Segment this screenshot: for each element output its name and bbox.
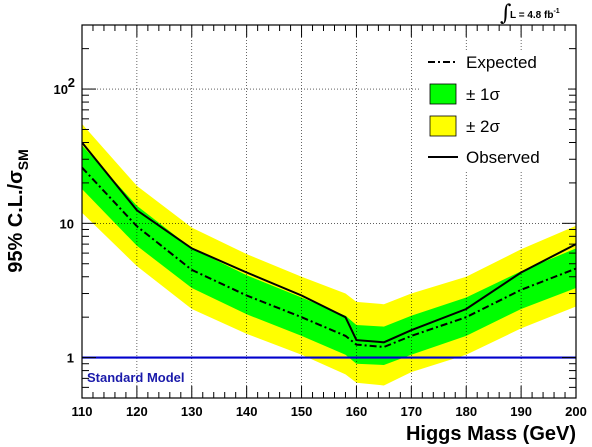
luminosity-value: L = 4.8 fb bbox=[510, 10, 553, 21]
plot-frame bbox=[81, 24, 577, 399]
y-tick-label: 1 bbox=[67, 351, 74, 366]
band-1sigma bbox=[82, 145, 576, 365]
lines-layer bbox=[82, 141, 576, 359]
luminosity-text: L = 4.8 fb-1 bbox=[510, 8, 560, 21]
expected-line bbox=[82, 166, 576, 349]
x-tick-label: 170 bbox=[400, 404, 422, 419]
legend-background bbox=[420, 50, 568, 172]
legend-swatch-2sigma bbox=[429, 115, 457, 137]
integral-sign: ∫ bbox=[500, 1, 512, 26]
x-tick-label: 150 bbox=[291, 404, 313, 419]
legend-label-1sigma: ± 1σ bbox=[466, 85, 501, 104]
x-tick-label: 200 bbox=[565, 404, 587, 419]
observed-line bbox=[82, 141, 576, 344]
x-tick-label: 190 bbox=[510, 404, 532, 419]
x-tick-label: 180 bbox=[455, 404, 477, 419]
legend: Expected ± 1σ ± 2σ Observed bbox=[420, 50, 568, 172]
luminosity-annotation: ∫ L = 4.8 fb-1 bbox=[500, 1, 560, 26]
sm-label: Standard Model bbox=[87, 370, 185, 385]
legend-label-expected: Expected bbox=[466, 53, 537, 72]
legend-label-observed: Observed bbox=[466, 148, 540, 167]
x-tick-label: 140 bbox=[236, 404, 258, 419]
y-tick-label-exponent: 2 bbox=[68, 75, 75, 90]
x-tick-label: 110 bbox=[72, 404, 93, 419]
x-axis-title: Higgs Mass (GeV) bbox=[406, 423, 576, 445]
ticks-layer bbox=[81, 24, 577, 399]
x-tick-label: 120 bbox=[126, 404, 148, 419]
y-axis-title-sub: SM bbox=[15, 149, 31, 170]
y-axis-title: 95% C.L./σSM bbox=[5, 149, 31, 273]
x-tick-label: 130 bbox=[181, 404, 203, 419]
luminosity-exponent: -1 bbox=[553, 8, 559, 15]
legend-label-2sigma: ± 2σ bbox=[466, 117, 501, 136]
y-tick-label: 10 bbox=[54, 82, 68, 97]
y-tick-label: 10 bbox=[60, 216, 74, 231]
legend-swatch-1sigma bbox=[429, 83, 457, 105]
bands-layer bbox=[82, 123, 576, 386]
y-axis-title-main: 95% C.L./σ bbox=[5, 170, 27, 273]
x-tick-label: 160 bbox=[346, 404, 368, 419]
